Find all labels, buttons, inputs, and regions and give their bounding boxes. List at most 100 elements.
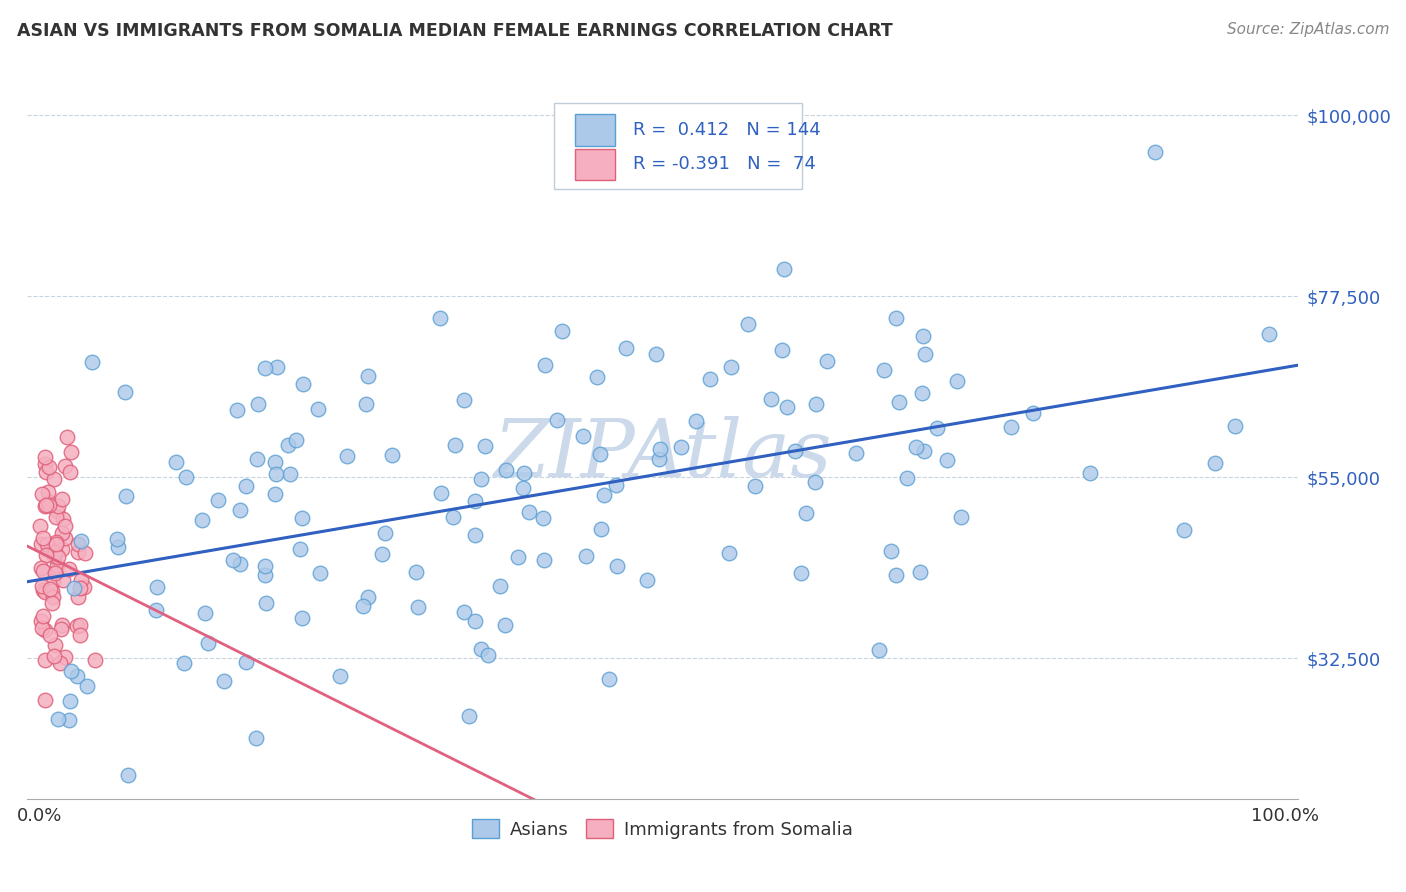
Point: [31, 583, 53, 598]
Point: [591, 522, 613, 536]
Point: [235, 479, 257, 493]
Point: [761, 392, 783, 407]
Point: [534, 359, 557, 373]
Point: [34, 623, 56, 637]
Point: [32, 531, 55, 545]
Point: [637, 573, 659, 587]
Point: [114, 385, 136, 400]
Point: [494, 617, 516, 632]
Point: [406, 599, 429, 614]
Point: [235, 656, 257, 670]
Point: [42, 590, 65, 604]
Text: R =  0.412   N = 144: R = 0.412 N = 144: [633, 121, 821, 139]
Point: [517, 505, 540, 519]
Text: ZIPAtlas: ZIPAtlas: [494, 416, 831, 493]
Point: [69, 534, 91, 549]
Point: [430, 485, 453, 500]
Point: [669, 440, 692, 454]
Point: [44, 566, 66, 580]
Point: [910, 385, 932, 400]
Point: [38, 582, 60, 596]
Point: [357, 369, 380, 384]
Point: [194, 607, 217, 621]
Point: [884, 568, 907, 582]
Point: [464, 494, 486, 508]
Point: [41, 596, 63, 610]
Text: Source: ZipAtlas.com: Source: ZipAtlas.com: [1226, 22, 1389, 37]
Point: [453, 393, 475, 408]
Point: [173, 657, 195, 671]
Point: [66, 619, 89, 633]
Point: [44, 545, 66, 559]
Point: [66, 537, 89, 551]
Point: [586, 369, 609, 384]
Point: [44, 648, 66, 663]
Point: [307, 401, 329, 416]
Point: [51, 541, 73, 556]
Point: [1173, 523, 1195, 537]
Legend: Asians, Immigrants from Somalia: Asians, Immigrants from Somalia: [464, 812, 860, 846]
Point: [550, 324, 572, 338]
Point: [513, 466, 536, 480]
Point: [370, 547, 392, 561]
Point: [191, 513, 214, 527]
Point: [59, 466, 82, 480]
Point: [42, 574, 65, 588]
Point: [254, 361, 277, 376]
Point: [950, 510, 973, 524]
Point: [405, 566, 427, 580]
Point: [352, 599, 374, 614]
Point: [34, 458, 56, 472]
Point: [531, 511, 554, 525]
Point: [912, 329, 935, 343]
Point: [145, 603, 167, 617]
Point: [49, 622, 72, 636]
Point: [815, 354, 838, 368]
Point: [290, 541, 312, 556]
Point: [30, 537, 52, 551]
Point: [105, 532, 128, 546]
Point: [31, 614, 53, 628]
Point: [34, 450, 56, 465]
Point: [914, 347, 936, 361]
Point: [60, 445, 83, 459]
Point: [381, 448, 404, 462]
Point: [441, 510, 464, 524]
Point: [720, 360, 742, 375]
Text: R = -0.391   N =  74: R = -0.391 N = 74: [633, 155, 815, 173]
Point: [174, 469, 197, 483]
Point: [35, 499, 58, 513]
Point: [52, 574, 75, 588]
Point: [804, 475, 827, 489]
Point: [470, 642, 492, 657]
Point: [165, 455, 187, 469]
Point: [308, 566, 330, 580]
Point: [42, 549, 65, 564]
Point: [53, 519, 76, 533]
Point: [598, 672, 620, 686]
Point: [912, 443, 935, 458]
Point: [53, 458, 76, 473]
Point: [512, 481, 534, 495]
Point: [783, 443, 806, 458]
Point: [1022, 406, 1045, 420]
Point: [53, 531, 76, 545]
Point: [946, 374, 969, 388]
Point: [41, 583, 63, 598]
Point: [804, 397, 827, 411]
Point: [266, 359, 288, 374]
Point: [776, 400, 799, 414]
Point: [51, 492, 73, 507]
Point: [453, 605, 475, 619]
Point: [32, 564, 55, 578]
Point: [685, 414, 707, 428]
Point: [69, 628, 91, 642]
Point: [66, 591, 89, 605]
Point: [575, 549, 598, 563]
Point: [58, 561, 80, 575]
Point: [645, 347, 668, 361]
Point: [772, 261, 794, 276]
Point: [1078, 466, 1101, 480]
Point: [52, 512, 75, 526]
Point: [56, 430, 79, 444]
